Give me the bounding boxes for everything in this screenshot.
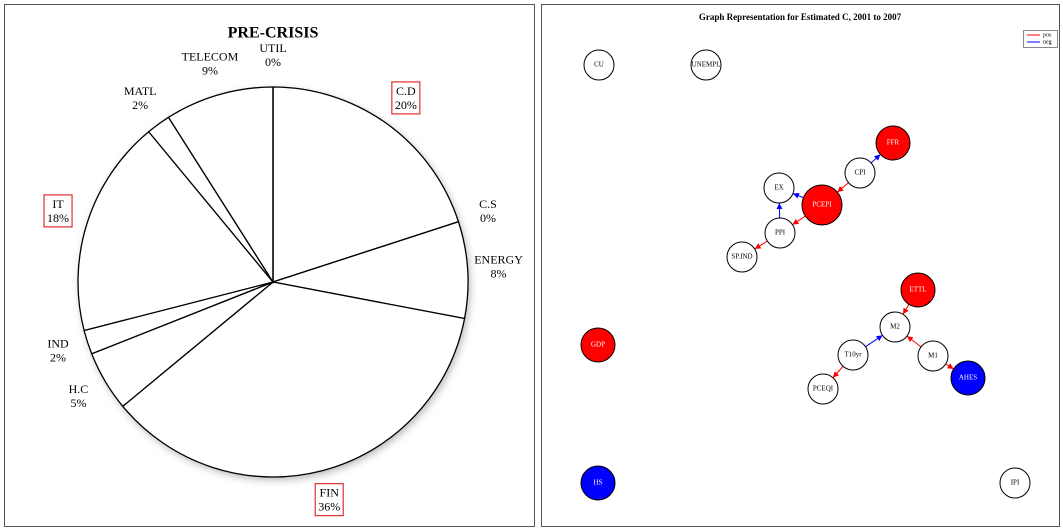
graph-node — [879, 311, 911, 343]
pie-label-value: 18% — [47, 211, 69, 225]
graph-node-label: HS — [594, 479, 603, 487]
graph-node — [801, 184, 843, 226]
graph-node-label: IPI — [1011, 479, 1020, 487]
graph-node — [875, 125, 911, 161]
pie-label-value: 0% — [265, 55, 281, 69]
graph-node-label: PPI — [775, 229, 786, 237]
pie-label-name: H.C — [69, 382, 89, 396]
pie-label-value: 0% — [480, 211, 496, 225]
graph-node-label: M2 — [890, 323, 900, 331]
graph-node — [999, 467, 1031, 499]
pie-label-value: 9% — [202, 64, 218, 78]
graph-node-label: AHES — [959, 374, 977, 382]
pie-label-name: TELECOM — [182, 50, 239, 64]
graph-node — [837, 339, 869, 371]
graph-edge — [754, 240, 768, 250]
pie-slice — [121, 281, 466, 478]
pie-label-name: MATL — [124, 84, 157, 98]
graph-edge — [945, 363, 954, 370]
graph-title: Graph Representation for Estimated C, 20… — [699, 12, 902, 22]
legend-box — [1023, 30, 1058, 48]
graph-node — [690, 49, 722, 81]
graph-node-label: GDP — [591, 341, 605, 349]
pie-slice — [167, 86, 274, 285]
pie-label: H.C5% — [69, 382, 89, 410]
graph-node-label: EX — [774, 184, 783, 192]
graph-node-label: CPI — [855, 169, 867, 177]
graph-edge — [906, 335, 922, 348]
graph-panel — [541, 4, 1060, 527]
graph-node — [580, 465, 616, 501]
pie-label-value: 2% — [50, 351, 66, 365]
pie-label-value: 2% — [132, 98, 148, 112]
graph-node — [726, 241, 758, 273]
pie-label: C.D20% — [391, 81, 421, 115]
pie-label-name: IT — [52, 197, 64, 211]
graph-node-label: SP.IND — [731, 253, 752, 261]
highlight-box — [391, 81, 421, 115]
graph-node — [917, 340, 949, 372]
pie-title: PRE-CRISIS — [228, 25, 319, 42]
highlight-box — [314, 483, 344, 517]
graph-node — [580, 327, 616, 363]
graph-node-label: FFR — [887, 139, 900, 147]
graph-node-label: M1 — [928, 352, 938, 360]
graph-node — [844, 157, 876, 189]
graph-node-label: PCEPI — [812, 201, 832, 209]
pie-label-value: 8% — [491, 267, 507, 281]
graph-node-label: PCEQI — [813, 385, 834, 393]
graph-node-label: CU — [594, 61, 604, 69]
pie-label-name: ENERGY — [474, 253, 523, 267]
graph-node — [950, 360, 986, 396]
pie-label-name: C.D — [396, 84, 416, 98]
graph-node — [763, 172, 795, 204]
pie-label-name: FIN — [320, 486, 340, 500]
pie-label-value: 5% — [70, 396, 86, 410]
graph-edge — [902, 304, 910, 315]
pie-label-value: 20% — [395, 98, 417, 112]
highlight-box — [43, 194, 73, 228]
graph-node — [764, 217, 796, 249]
graph-edge — [832, 365, 844, 379]
pie-label-name: C.S — [479, 197, 497, 211]
pie-slice — [272, 86, 460, 283]
pie-label-name: UTIL — [259, 41, 286, 55]
graph-node-label: ETTL — [909, 286, 926, 294]
graph-edge — [792, 215, 806, 226]
graph-node-label: UNEMPL — [692, 61, 721, 69]
graph-node — [807, 373, 839, 405]
graph-node — [583, 49, 615, 81]
graph-edge — [792, 192, 804, 199]
pie-slice — [77, 130, 275, 332]
legend-label: pos — [1043, 32, 1052, 38]
legend-label: neg — [1043, 39, 1052, 45]
pie-label: C.S0% — [479, 197, 497, 225]
graph-edge — [836, 182, 849, 193]
graph-edge — [870, 154, 881, 164]
pie-slice — [272, 220, 469, 320]
graph-node — [900, 272, 936, 308]
graph-edge — [865, 334, 883, 348]
pie-label-value: 36% — [318, 500, 340, 514]
pie-label-name: IND — [47, 337, 69, 351]
graph-node-label: T10yr — [844, 351, 862, 359]
